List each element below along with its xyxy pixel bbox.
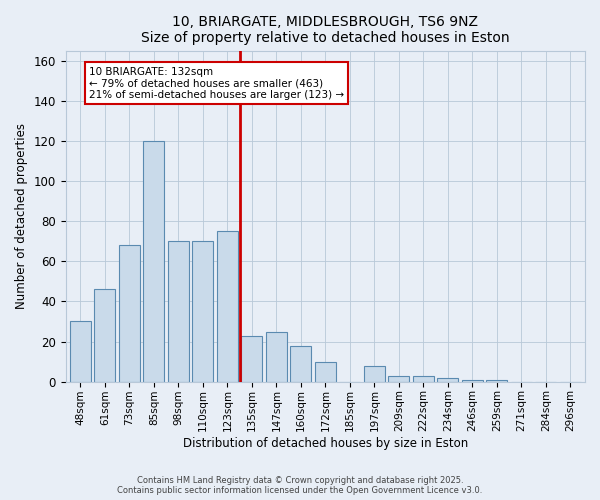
- Bar: [143, 141, 164, 382]
- Bar: [364, 366, 385, 382]
- Bar: [315, 362, 336, 382]
- Bar: [487, 380, 507, 382]
- Bar: [437, 378, 458, 382]
- Bar: [168, 241, 189, 382]
- Bar: [94, 290, 115, 382]
- Bar: [290, 346, 311, 382]
- Text: 10 BRIARGATE: 132sqm
← 79% of detached houses are smaller (463)
21% of semi-deta: 10 BRIARGATE: 132sqm ← 79% of detached h…: [89, 66, 344, 100]
- Bar: [193, 241, 213, 382]
- Text: Contains HM Land Registry data © Crown copyright and database right 2025.
Contai: Contains HM Land Registry data © Crown c…: [118, 476, 482, 495]
- Bar: [388, 376, 409, 382]
- Y-axis label: Number of detached properties: Number of detached properties: [15, 123, 28, 309]
- Bar: [241, 336, 262, 382]
- Bar: [119, 245, 140, 382]
- X-axis label: Distribution of detached houses by size in Eston: Distribution of detached houses by size …: [183, 437, 468, 450]
- Title: 10, BRIARGATE, MIDDLESBROUGH, TS6 9NZ
Size of property relative to detached hous: 10, BRIARGATE, MIDDLESBROUGH, TS6 9NZ Si…: [141, 15, 509, 45]
- Bar: [217, 231, 238, 382]
- Bar: [70, 322, 91, 382]
- Bar: [266, 332, 287, 382]
- Bar: [462, 380, 483, 382]
- Bar: [413, 376, 434, 382]
